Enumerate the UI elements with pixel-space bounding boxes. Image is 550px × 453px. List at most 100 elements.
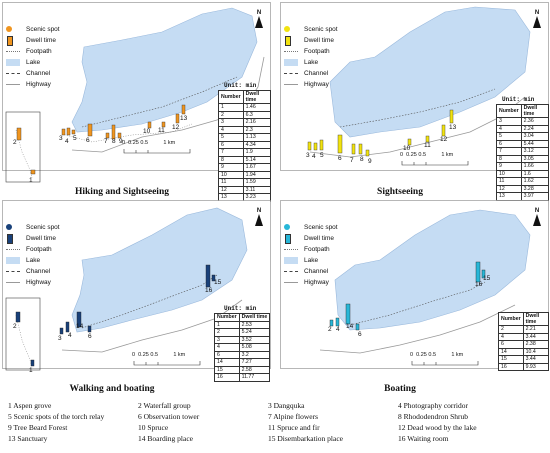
svg-text:10: 10	[403, 145, 411, 152]
table-row: 3 2.16	[218, 118, 272, 127]
table-row: 2 5.24	[214, 328, 271, 337]
svg-text:7: 7	[104, 138, 108, 145]
spot-number-cell: 11	[496, 177, 522, 186]
legend-dwell-time: Dwell time	[304, 235, 334, 242]
key-item: 16 Waiting room	[398, 434, 449, 443]
dwell-time-cell: 1.59	[242, 178, 272, 187]
caption-sightseeing: Sightseeing	[377, 187, 423, 197]
legend: Scenic spot Dwell time Footpath Lake Cha…	[284, 222, 338, 288]
legend-channel: Channel	[26, 70, 51, 77]
svg-text:6: 6	[88, 333, 92, 340]
spot-number-cell: 12	[218, 185, 244, 194]
legend-channel: Channel	[304, 268, 329, 275]
svg-text:2: 2	[328, 326, 332, 333]
spot-number-cell: 16	[498, 362, 524, 371]
table-row: 6 4.34	[218, 140, 272, 149]
legend-lake: Lake	[26, 59, 41, 66]
table-row: 8 5.14	[218, 155, 272, 164]
dwell-time-cell: 3.05	[520, 154, 550, 163]
inset-box	[5, 297, 41, 371]
map-panel-boating: 2 4 14 6 16 15 Scenic spot Dwell time Footpa…	[280, 200, 550, 396]
key-item: 8 Rhododendron Shrub	[398, 412, 468, 421]
dwell-time-cell: 5.24	[238, 328, 271, 337]
lake-shape	[71, 7, 258, 133]
units-label: Unit: min	[224, 305, 257, 312]
legend-dwell-time: Dwell time	[26, 235, 56, 242]
spot-number-cell: 4	[498, 332, 524, 341]
table-row: 11 1.59	[218, 178, 272, 187]
table-row: 4 5.08	[214, 343, 271, 352]
key-item: 2 Waterfall group	[138, 401, 191, 410]
svg-text:5: 5	[73, 135, 77, 142]
spot-number-cell: 3	[218, 118, 244, 127]
dwell-time-cell: 3.2	[238, 350, 271, 359]
inset-box	[5, 111, 41, 183]
dwell-time-cell: 3.28	[520, 184, 550, 193]
dwell-time-cell: 2.24	[520, 124, 550, 133]
spot-number-cell: 2	[218, 110, 244, 119]
key-item: 10 Spruce	[138, 423, 169, 432]
channel-line	[339, 88, 496, 128]
dwell-time-cell: 3.52	[238, 335, 271, 344]
svg-text:12: 12	[440, 136, 448, 143]
spot-number-cell: 16	[214, 373, 240, 382]
key-item: 7 Alpine flowers	[268, 412, 318, 421]
svg-text:9: 9	[119, 138, 123, 145]
dwell-time-cell: 3.04	[520, 132, 550, 141]
units-label: Unit: min	[502, 96, 535, 103]
table-row: 13 3.97	[496, 192, 550, 201]
legend-footpath: Footpath	[26, 48, 52, 55]
svg-text:13: 13	[180, 115, 188, 122]
spot-number-cell: 4	[496, 124, 522, 133]
table-row: 12 3.11	[218, 185, 272, 194]
north-arrow-icon: N	[530, 208, 544, 226]
legend-footpath: Footpath	[26, 246, 52, 253]
table-row: 10 1.94	[218, 170, 272, 179]
table-row: 2 2.21	[498, 325, 550, 334]
highway-line	[319, 304, 516, 354]
dwell-time-cell: 2.53	[238, 320, 271, 329]
legend-dwell-time: Dwell time	[26, 37, 56, 44]
spot-number-cell: 8	[218, 155, 244, 164]
north-arrow-icon: N	[530, 10, 544, 28]
legend-footpath: Footpath	[304, 48, 330, 55]
svg-text:16: 16	[475, 281, 483, 288]
dwell-time-cell: 3.44	[522, 355, 550, 364]
table-row: 4 2.24	[496, 124, 550, 133]
table-row: 8 3.05	[496, 154, 550, 163]
legend-channel: Channel	[26, 268, 51, 275]
svg-text:3: 3	[59, 135, 63, 142]
svg-text:1: 1	[29, 177, 33, 184]
key-item: 12 Dead wood by the lake	[398, 423, 477, 432]
table-row: 14 7.27	[214, 358, 271, 367]
dwell-time-cell: 1.67	[242, 163, 272, 172]
svg-text:1: 1	[29, 367, 33, 374]
dwell-time-cell: 10.4	[522, 347, 550, 356]
legend-dwell-time: Dwell time	[304, 37, 334, 44]
channel-line	[81, 274, 218, 329]
dwell-time-cell: 1.66	[520, 162, 550, 171]
svg-text:6: 6	[358, 331, 362, 338]
caption-walking: Walking and boating	[69, 384, 155, 394]
dwell-time-cell: 1.13	[242, 133, 272, 142]
table-row: 3 3.52	[214, 335, 271, 344]
svg-text:13: 13	[449, 124, 457, 131]
dwell-time-cell: 2.36	[520, 117, 550, 126]
lake-shape	[71, 207, 248, 333]
dwell-time-cell: 1.62	[520, 177, 550, 186]
spot-number-cell: 6	[218, 140, 244, 149]
dwell-time-cell: 6.3	[242, 110, 272, 119]
legend-scenic-spot: Scenic spot	[26, 26, 60, 33]
table-row: 4 3.44	[498, 332, 550, 341]
legend-lake: Lake	[304, 257, 319, 264]
caption-boating: Boating	[384, 384, 416, 394]
dwell-time-cell: 2.38	[522, 340, 550, 349]
spot-number-cell: 6	[214, 350, 240, 359]
svg-text:2: 2	[13, 139, 17, 146]
bars-sightseeing	[307, 109, 454, 157]
dwell-time-cell: 9.93	[522, 362, 550, 371]
